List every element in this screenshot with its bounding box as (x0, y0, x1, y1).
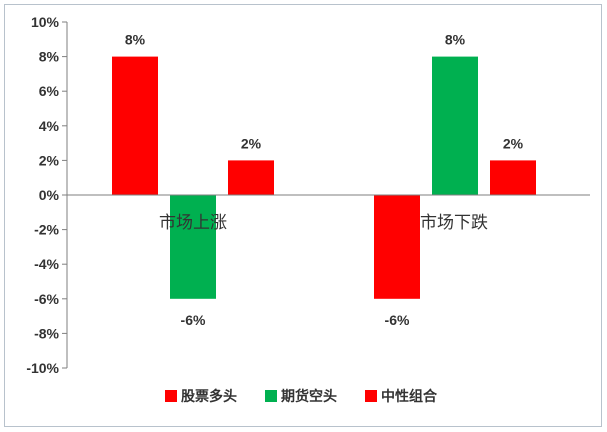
y-tick-label: -8% (34, 325, 59, 341)
data-label-3-1: 2% (241, 135, 262, 151)
y-tick-label: -4% (34, 256, 59, 272)
y-tick-label: 4% (39, 118, 60, 134)
legend-swatch-2 (265, 390, 277, 402)
bar-3-2 (490, 160, 536, 195)
y-tick-label: -10% (26, 360, 59, 376)
category-label: 市场下跌 (420, 213, 488, 233)
bar-3-1 (228, 160, 274, 195)
bar-1-1 (112, 56, 158, 195)
y-tick-label: 10% (31, 14, 60, 30)
bar-2-2 (432, 56, 478, 195)
bars (112, 56, 536, 299)
legend-swatch-3 (365, 390, 377, 402)
y-tick-label: 8% (39, 49, 60, 65)
y-tick-label: 2% (39, 152, 60, 168)
chart-frame (4, 4, 602, 427)
data-label-2-2: 8% (445, 32, 466, 48)
legend-swatch-1 (165, 390, 177, 402)
y-tick-label: -6% (34, 291, 59, 307)
y-tick-label: 6% (39, 83, 60, 99)
y-axis: 10% 8% 6% 4% 2% 0% -2% -4% -6% -8% -10% (26, 14, 68, 376)
y-tick-label: -2% (34, 222, 59, 238)
legend-label-1: 股票多头 (181, 388, 237, 405)
category-labels: 市场上涨 市场下跌 (159, 213, 488, 233)
data-label-3-2: 2% (503, 135, 524, 151)
bar-1-2 (374, 195, 420, 299)
bar-2-1 (170, 195, 216, 299)
category-label: 市场上涨 (159, 213, 227, 233)
data-label-1-1: 8% (125, 32, 146, 48)
data-label-2-1: -6% (181, 312, 206, 328)
data-labels: 8% -6% -6% 8% 2% 2% (125, 32, 524, 328)
legend-label-3: 中性组合 (381, 388, 438, 405)
legend-label-2: 期货空头 (281, 388, 337, 405)
legend: 股票多头 期货空头 中性组合 (165, 388, 438, 405)
y-tick-label: 0% (39, 187, 60, 203)
data-label-1-2: -6% (385, 312, 410, 328)
